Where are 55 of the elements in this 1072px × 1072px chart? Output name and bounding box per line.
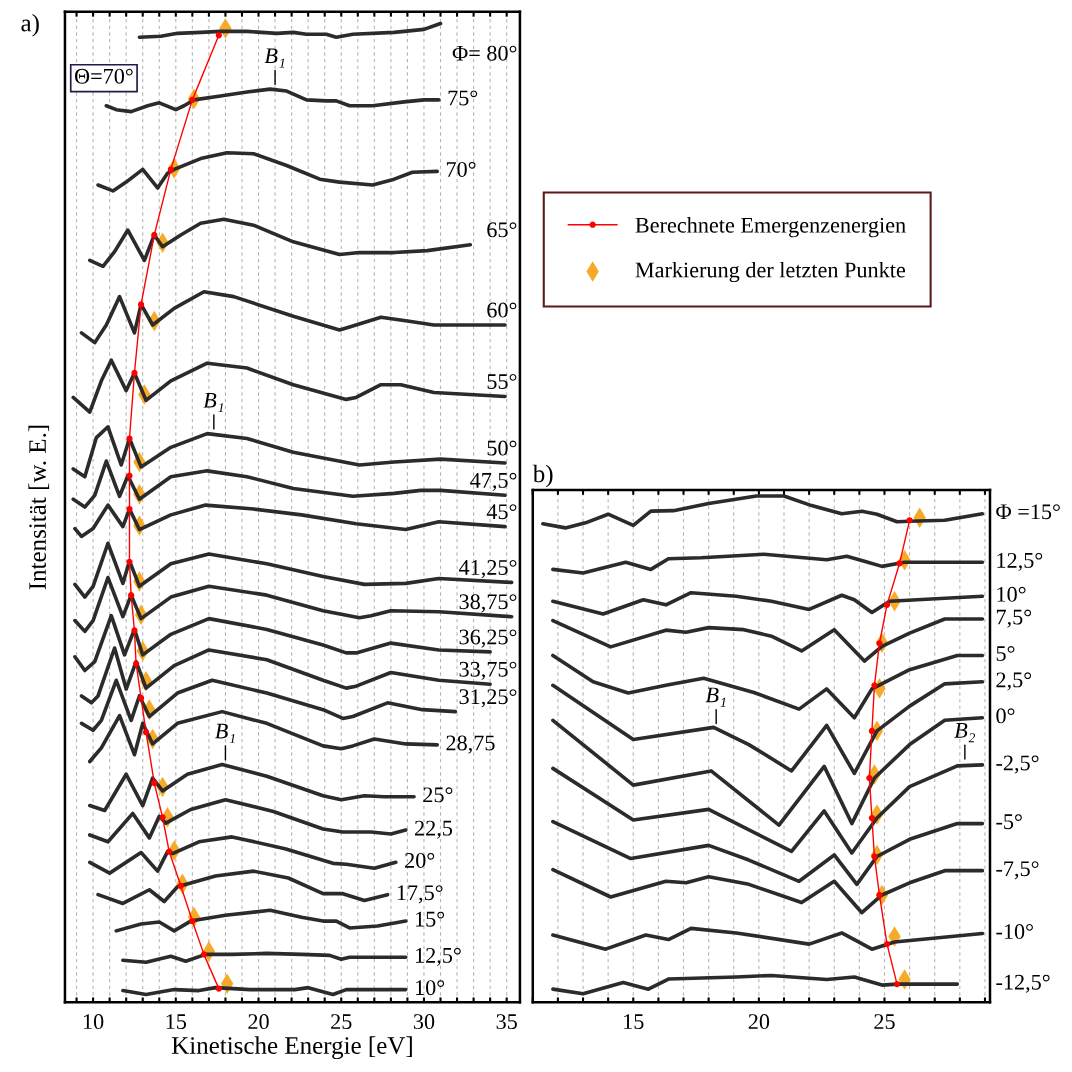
x-axis-title: Kinetische Energie [eV]: [171, 1036, 412, 1060]
series-label: 55°: [487, 374, 517, 389]
series-label: 65°: [487, 222, 517, 238]
series-label: 38,75°: [459, 594, 517, 613]
x-tick-label: 20: [748, 1014, 770, 1030]
x-tick-label: 25: [874, 1014, 895, 1030]
annotation: B₁: [203, 392, 224, 412]
series-label: 10°: [415, 980, 445, 996]
x-tick-label: 35: [496, 1014, 517, 1030]
x-tick-label: 10: [83, 1014, 104, 1030]
x-tick-label: 30: [413, 1014, 435, 1030]
series-label: 12,5°: [997, 552, 1043, 572]
legend-label: Berechnete Emergenzenergien: [635, 217, 906, 238]
x-tick-label: 15: [624, 1014, 644, 1030]
series-label: 25°: [423, 787, 453, 803]
series-label: 50°: [487, 440, 517, 456]
series-label: -2,5°: [996, 755, 1039, 774]
series-label: 33,75°: [459, 661, 517, 680]
series-label: 17,5°: [397, 885, 443, 904]
series-label: -10°: [996, 924, 1033, 940]
x-tick-label: 20: [248, 1014, 269, 1030]
series-label: 75°: [448, 90, 478, 106]
annotation: B₂: [954, 723, 975, 743]
series-label: 60°: [487, 302, 517, 318]
series-label: 5°: [996, 646, 1015, 662]
series-label: 31,25°: [459, 689, 517, 708]
series-label: 2,5°: [996, 672, 1032, 691]
series-label: 15°: [415, 911, 445, 927]
x-tick-label: 25: [331, 1014, 352, 1030]
series-label: 45°: [486, 504, 517, 520]
series-label: -12,5°: [996, 974, 1050, 993]
legend-label: Markierung der letzten Punkte: [635, 261, 906, 283]
series-label: 22,5: [415, 820, 453, 839]
series-label: -5°: [996, 814, 1022, 830]
y-axis-title: Intensität [w. E.]: [28, 425, 50, 590]
annotation: B₁: [705, 687, 726, 707]
text: a): [21, 13, 39, 37]
series-label: Φ =15°: [996, 504, 1060, 520]
x-tick-label: 15: [166, 1014, 187, 1030]
text: b): [532, 464, 553, 488]
series-label: 7,5°: [996, 609, 1032, 628]
series-label: 70°: [446, 161, 476, 177]
annotation: Θ=70°: [74, 68, 133, 84]
series-label: 47,5°: [470, 472, 517, 492]
annotation: B₁: [214, 723, 235, 743]
series-label: -7,5°: [996, 861, 1039, 880]
series-label: 41,25°: [458, 559, 517, 579]
series-label: 12,5°: [415, 947, 461, 967]
series-label: Φ= 80°: [452, 45, 517, 61]
series-label: 20°: [405, 852, 435, 868]
series-label: 28,75: [446, 735, 495, 754]
annotation: B₁: [264, 48, 285, 68]
series-label: 10°: [997, 586, 1026, 602]
series-label: 36,25°: [459, 629, 517, 648]
series-label: 0°: [996, 708, 1015, 724]
